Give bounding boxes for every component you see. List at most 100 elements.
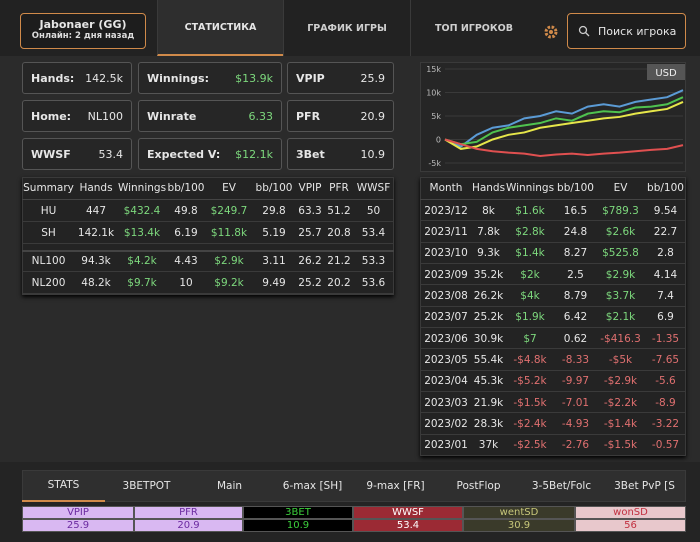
table-cell: 25.2 [298,277,322,289]
table-cell: 2023/03 [424,396,468,409]
table-cell: $7 [523,332,537,345]
stat-card: 3Bet 10.9 [287,138,394,170]
table-cell: $4k [520,289,540,302]
table-cell: 37k [478,439,499,452]
bottom-tab[interactable]: 6-max [SH] [282,480,343,492]
table-cell: 2.5 [567,268,584,281]
table-cell: 51.2 [327,205,351,217]
table-cell: -$5k [608,353,633,366]
y-tick-label: 0 [436,136,441,145]
currency-label: USD [655,68,677,79]
table-cell: $2.8k [515,225,545,238]
bottom-tab[interactable]: 3-5Bet/Folc [531,480,592,492]
stat-value: 53.4 [353,519,463,532]
table-cell: 53.3 [361,255,386,267]
table-cell: -1.35 [651,332,680,345]
table-row [420,435,686,456]
stat-header: 3BET [243,506,353,519]
table-row [22,222,394,244]
player-box[interactable]: Jabonaer (GG) Онлайн: 2 дня назад [20,13,146,49]
table-row [420,307,686,328]
table-cell: $2.6k [605,225,636,238]
table-cell: 25.2k [473,311,504,324]
table-cell: $249.7 [210,205,248,217]
table-row [22,250,394,272]
bottom-tab[interactable]: Main [216,480,243,492]
table-cell: $2.9k [605,268,636,281]
table-cell: 6.19 [174,227,198,239]
table-cell: -$2.2k [603,396,638,409]
table-cell: -$5.2k [513,375,547,388]
table-cell: 30.9k [473,332,504,345]
table-cell: $9.7k [127,277,157,289]
table-cell: $11.8k [210,227,248,239]
table-header: PFR [325,177,353,200]
table-cell: 6.9 [657,311,674,324]
table-cell: 4.14 [653,268,678,281]
table-cell: 2023/11 [424,225,468,238]
table-cell: 29.8 [262,205,286,217]
summary-table [22,177,394,295]
winnings-graph: 15k 10k 5k 0 -5k USD [420,62,686,172]
bottom-tab[interactable]: 3BETPOT [122,480,171,492]
table-header: Winnings [117,177,167,200]
table-cell: 3.11 [262,255,286,267]
table-cell: $1.6k [515,204,545,217]
table-cell: -8.9 [655,396,676,409]
table-cell: 21.2 [327,255,351,267]
table-header: Hands [75,177,117,200]
bottom-tab-bar [22,470,686,502]
table-row [420,328,686,350]
table-cell: 9.54 [653,204,678,217]
table-cell: -2.76 [561,439,590,452]
player-name: Jabonaer (GG) [39,18,127,31]
table-cell: 53.4 [361,227,386,239]
table-cell: 2023/10 [424,247,468,260]
table-cell: $2.9k [214,255,244,267]
stat-value: $13.9k [235,71,273,85]
stat-card: Hands: 142.5k [22,62,132,94]
stat-label: WWSF [31,147,71,161]
graph-line [444,138,684,157]
table-cell: $2k [520,268,540,281]
graph-line [444,96,684,146]
search-box[interactable]: Поиск игрока [567,13,686,49]
stat-value: 25.9 [22,519,134,532]
bottom-tab[interactable]: 3Bet PvP [S [614,480,675,492]
stat-card: PFR 20.9 [287,100,394,132]
table-cell: -4.93 [561,417,590,430]
table-cell: 2023/04 [424,375,468,388]
table-cell: 49.8 [174,205,198,217]
nav-tab[interactable]: ТОП ИГРОКОВ [410,0,537,56]
stat-header: PFR [134,506,243,519]
table-cell: 9.3k [477,247,500,260]
table-cell: 94.3k [81,255,111,267]
nav-tab[interactable]: ГРАФИК ИГРЫ [283,0,410,56]
bottom-tab[interactable]: STATS [22,470,105,502]
table-cell: -7.01 [561,396,590,409]
table-cell: $13.4k [123,227,161,239]
table-cell: -$416.3 [600,332,641,345]
table-header: EV [205,177,253,200]
settings-icon[interactable] [542,23,560,41]
table-cell: -0.57 [651,439,680,452]
stat-label: VPIP [296,71,325,85]
table-cell: -$2.4k [513,417,547,430]
table-cell: -7.65 [651,353,680,366]
table-cell: $1.9k [515,311,545,324]
nav-tab[interactable]: СТАТИСТИКА [157,0,283,56]
table-cell: $4.2k [127,255,157,267]
table-header: Summary [22,177,75,200]
table-cell: NL200 [31,277,66,289]
y-tick-label: 10k [426,89,441,98]
stat-value: 25.9 [360,71,386,85]
stat-value: $12.1k [235,147,273,161]
bottom-tab[interactable]: PostFlop [456,480,501,492]
table-cell: 28.3k [473,417,504,430]
bottom-tab[interactable]: 9-max [FR] [366,480,425,492]
table-cell: -$1.5k [603,439,638,452]
search-icon [578,25,590,37]
table-cell: 2023/01 [424,439,468,452]
table-row [420,264,686,286]
stat-header: wentSD [463,506,575,519]
